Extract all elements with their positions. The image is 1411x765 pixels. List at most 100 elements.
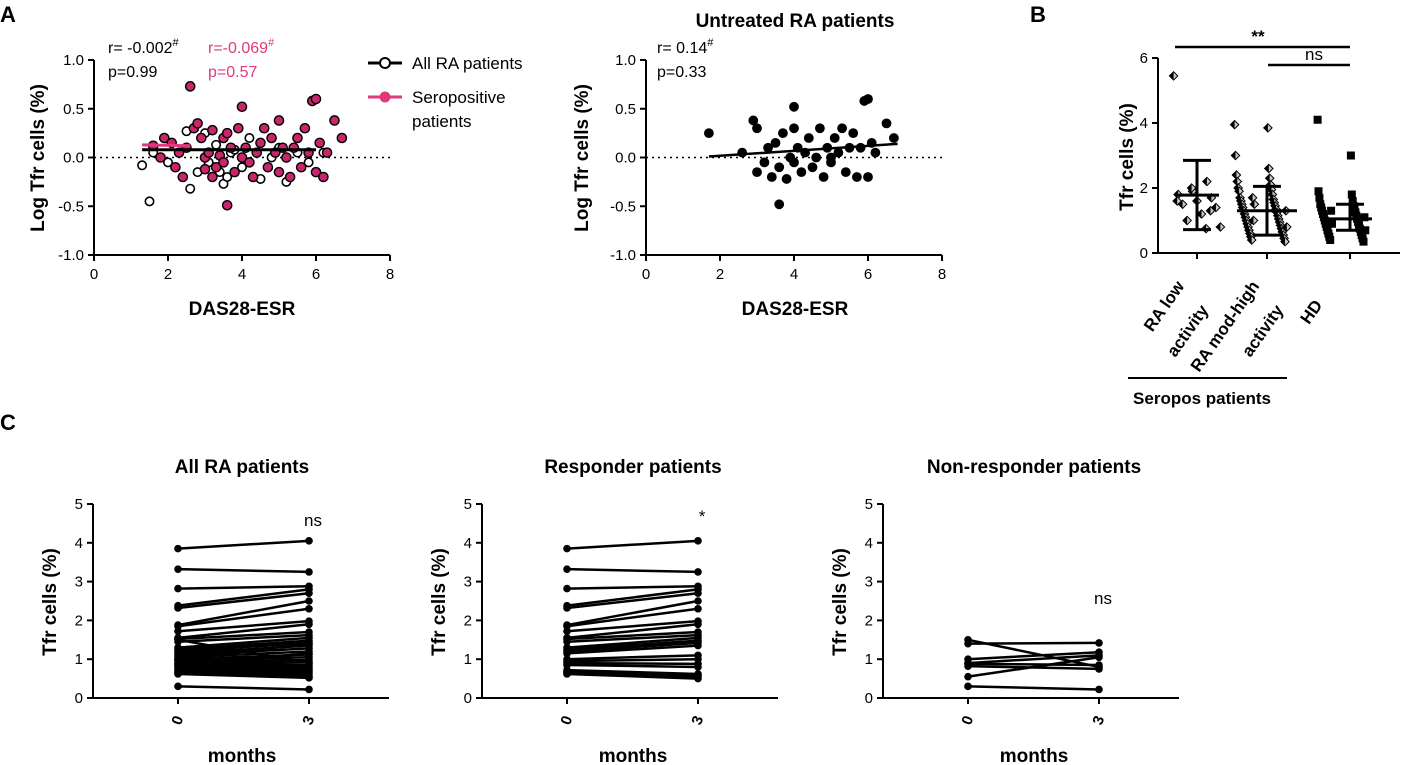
b-point-hd bbox=[1347, 190, 1356, 199]
b-point-half-fill bbox=[1263, 123, 1268, 133]
c2-point-month-0 bbox=[563, 637, 571, 646]
a1-point-seropositive bbox=[266, 132, 277, 144]
b-point-hd bbox=[1314, 187, 1323, 196]
a1-p-all: p=0.99 bbox=[108, 64, 157, 81]
a2-point bbox=[807, 162, 818, 173]
a1-point-all bbox=[211, 139, 222, 150]
a2-x-tick-label: 4 bbox=[790, 266, 798, 283]
panel-a-scatter-untreated: Untreated RA patients Log Tfr cells (%) … bbox=[572, 11, 946, 320]
c1-pair-line bbox=[177, 585, 310, 590]
a1-point-seropositive bbox=[221, 199, 233, 211]
b-point-hd bbox=[1315, 193, 1324, 202]
b-point-hd bbox=[1346, 151, 1355, 160]
a1-point-all bbox=[303, 157, 314, 168]
a2-point bbox=[829, 133, 840, 143]
c2-y-tick-label: 3 bbox=[464, 574, 472, 591]
b-point-half-fill bbox=[1211, 203, 1216, 212]
c3-y-tick-label: 2 bbox=[865, 612, 873, 629]
b-significance-label: ns bbox=[1305, 45, 1323, 64]
c3-xlabel: months bbox=[1000, 746, 1069, 765]
c1-pair-line bbox=[177, 668, 310, 675]
c3-point-month-3 bbox=[1095, 639, 1103, 647]
a2-point bbox=[778, 128, 788, 139]
c1-pair-line bbox=[177, 623, 310, 640]
a1-x-tick-label: 2 bbox=[164, 266, 172, 283]
c1-y-tick-label: 0 bbox=[75, 690, 83, 707]
a1-point-seropositive bbox=[281, 152, 292, 163]
c1-point-month-3 bbox=[305, 620, 313, 629]
legend-sero-label: Seropositive bbox=[412, 88, 506, 107]
b-point-half-fill bbox=[1264, 164, 1269, 173]
a2-point bbox=[704, 128, 714, 139]
c3-pair-line bbox=[967, 685, 1100, 691]
c3-x-tick-label: 0 bbox=[958, 714, 977, 728]
a1-point-seropositive bbox=[318, 171, 329, 183]
c1-point-month-0 bbox=[174, 584, 182, 593]
a2-point bbox=[770, 137, 781, 148]
a1-point-seropositive bbox=[310, 166, 322, 178]
a1-point-seropositive bbox=[247, 171, 259, 183]
c1-pair-line bbox=[177, 670, 310, 676]
c3-significance-label: ns bbox=[1094, 589, 1112, 608]
a2-point bbox=[818, 172, 829, 182]
c3-point-month-3 bbox=[1095, 685, 1103, 694]
a1-r-all: r= -0.002# bbox=[108, 37, 179, 57]
c1-xlabel: months bbox=[208, 746, 277, 765]
a2-point bbox=[796, 167, 807, 178]
b-point-half-fill bbox=[1231, 151, 1236, 160]
a2-p: p=0.33 bbox=[657, 64, 706, 81]
a1-point-seropositive bbox=[158, 132, 170, 144]
a1-point-seropositive bbox=[273, 115, 285, 126]
c2-y-tick-label: 4 bbox=[464, 535, 472, 552]
a1-point-seropositive bbox=[232, 122, 244, 134]
c2-point-month-3 bbox=[694, 663, 702, 671]
c1-pair-line bbox=[177, 599, 310, 627]
panel-c-nonresponders: Non-responder patients Tfr cells (%) mon… bbox=[830, 457, 1179, 765]
a1-point-seropositive bbox=[255, 137, 266, 149]
a2-point bbox=[789, 157, 799, 168]
c3-point-month-3 bbox=[1095, 665, 1103, 673]
c1-pair-line bbox=[177, 663, 310, 669]
a1-point-seropositive bbox=[236, 101, 248, 113]
c3-y-tick-label: 4 bbox=[865, 535, 873, 552]
c1-point-month-0 bbox=[174, 627, 182, 636]
a1-point-seropositive bbox=[244, 157, 255, 168]
b-point-half-fill bbox=[1187, 183, 1192, 193]
c1-pair-line bbox=[177, 539, 310, 550]
a2-point bbox=[752, 123, 762, 134]
c2-pair-line bbox=[566, 641, 699, 653]
c1-significance-label: ns bbox=[304, 511, 322, 530]
c1-pair-line bbox=[177, 642, 310, 661]
c1-point-month-0 bbox=[174, 636, 182, 644]
a1-point-all bbox=[244, 133, 255, 144]
a1-point-seropositive bbox=[258, 122, 270, 134]
a1-point-seropositive bbox=[229, 166, 240, 178]
c2-pair-line bbox=[566, 663, 699, 669]
c3-title: Non-responder patients bbox=[927, 457, 1141, 478]
c2-pair-line bbox=[566, 591, 699, 610]
a2-x-tick-label: 2 bbox=[716, 266, 724, 283]
c3-point-month-0 bbox=[964, 662, 972, 670]
c1-pair-line bbox=[177, 607, 310, 628]
c2-point-month-3 bbox=[694, 620, 702, 629]
a2-point bbox=[752, 167, 762, 178]
c2-x-tick-label: 3 bbox=[688, 714, 707, 728]
c1-y-tick-label: 1 bbox=[75, 651, 83, 668]
c3-point-month-3 bbox=[1095, 653, 1103, 662]
b-category-label: HD bbox=[1297, 296, 1327, 327]
c1-pair-line bbox=[177, 636, 310, 649]
a2-title: Untreated RA patients bbox=[696, 11, 895, 32]
c1-point-month-0 bbox=[174, 544, 182, 553]
c1-pair-line bbox=[177, 633, 310, 643]
c2-title: Responder patients bbox=[544, 457, 721, 478]
c2-pair-line bbox=[566, 644, 699, 655]
c2-pair-line bbox=[566, 636, 699, 649]
c1-point-month-0 bbox=[174, 661, 182, 669]
a2-point bbox=[766, 172, 777, 182]
a1-point-seropositive bbox=[199, 163, 211, 175]
panel-letter-b: B bbox=[1030, 2, 1046, 27]
a2-point bbox=[815, 123, 825, 134]
a1-point-seropositive bbox=[299, 122, 311, 134]
c1-pair-line bbox=[177, 652, 310, 667]
c1-point-month-3 bbox=[305, 685, 313, 694]
